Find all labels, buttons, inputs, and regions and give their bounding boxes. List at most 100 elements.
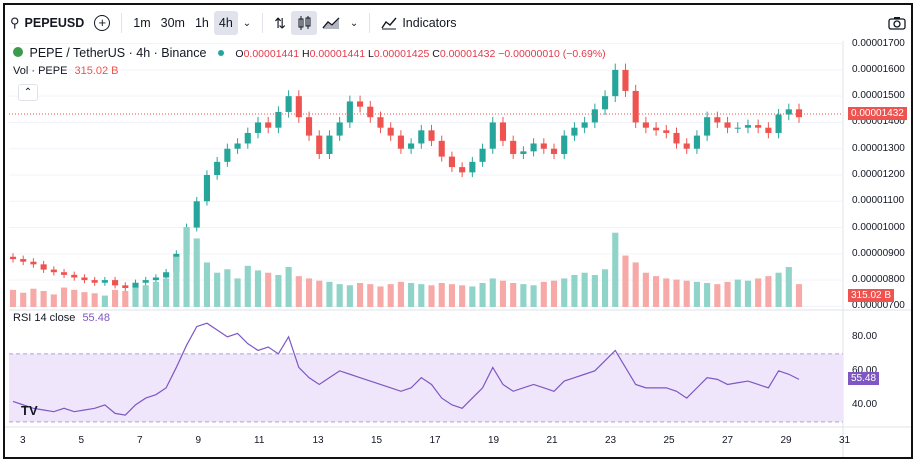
candle-body	[622, 69, 629, 91]
volume-bar	[357, 283, 364, 307]
volume-bar	[101, 295, 108, 307]
candle-body	[673, 132, 680, 144]
symbol-search[interactable]: ⚲ PEPEUSD	[5, 11, 89, 35]
volume-bar	[632, 262, 639, 307]
main-legend: PEPE / TetherUS · 4h · Binance O0.000014…	[13, 46, 606, 60]
volume-bar	[428, 285, 435, 307]
volume-bar	[142, 285, 149, 307]
volume-bar	[561, 278, 568, 307]
volume-bar	[459, 285, 466, 307]
volume-bar	[785, 267, 792, 307]
volume-bar	[326, 281, 333, 307]
candle-body	[203, 175, 211, 202]
candle-body	[244, 132, 251, 144]
price-tick-label: 0.00001300	[852, 142, 905, 154]
volume-bar	[418, 284, 425, 307]
candle-body	[20, 259, 27, 262]
indicators-button[interactable]: Indicators	[376, 11, 461, 35]
volume-bar	[653, 276, 660, 307]
candle-body	[101, 280, 108, 283]
candle-body	[428, 130, 435, 141]
volume-bar	[387, 284, 394, 307]
collapse-legend-button[interactable]: ⌃	[18, 84, 38, 101]
candle-body	[653, 127, 660, 131]
tradingview-logo-icon: TV	[21, 403, 38, 418]
candle-body	[367, 106, 374, 118]
toolbar-divider	[369, 13, 371, 33]
volume-bar	[479, 283, 486, 307]
volume-bar	[183, 227, 190, 307]
candle-body	[408, 143, 415, 149]
symbol-title: PEPE / TetherUS · 4h · Binance	[29, 46, 207, 60]
candle-body	[326, 135, 333, 154]
price-tick-label: 0.00000900	[852, 247, 905, 259]
compare-button[interactable]: +	[89, 11, 115, 35]
volume-bar	[336, 284, 343, 307]
candle-body	[81, 277, 88, 281]
volume-bar	[683, 280, 690, 307]
candle-body	[489, 122, 496, 149]
price-tick-label: 0.00001700	[852, 37, 905, 49]
volume-bar	[571, 275, 578, 307]
volume-bar	[20, 292, 27, 307]
interval-dropdown[interactable]: ⌄	[238, 11, 256, 35]
volume-bar	[397, 281, 404, 307]
volume-bar	[734, 279, 741, 307]
chart-area[interactable]	[5, 41, 911, 457]
candle-body	[214, 161, 221, 175]
candle-body	[224, 148, 231, 162]
volume-bar	[489, 278, 496, 307]
indicators-icon	[381, 17, 397, 30]
interval-1h[interactable]: 1h	[194, 16, 209, 30]
time-tick-label: 5	[78, 435, 85, 446]
volume-bar	[622, 255, 629, 307]
candle-body	[377, 117, 384, 128]
chart-type-dropdown[interactable]: ⌄	[345, 11, 363, 35]
candles-style-button[interactable]	[290, 11, 317, 35]
candle-body	[30, 261, 37, 265]
candle-body	[418, 130, 425, 144]
volume-bar	[438, 283, 445, 307]
candle-body	[571, 127, 578, 136]
market-open-icon	[217, 50, 224, 56]
price-tick-label: 0.00000800	[852, 274, 905, 286]
volume-bar	[520, 284, 527, 307]
candle-body	[448, 156, 455, 168]
time-tick-label: 9	[195, 435, 202, 446]
candle-body	[152, 277, 159, 281]
volume-bar	[510, 283, 517, 307]
candle-body	[581, 122, 588, 128]
volume-bar	[448, 284, 455, 307]
time-tick-label: 21	[546, 435, 558, 446]
interval-4h[interactable]: 4h	[213, 11, 238, 35]
interval-30m[interactable]: 30m	[160, 16, 185, 30]
bar-replay-button[interactable]: ⇅	[269, 11, 291, 35]
volume-bar	[254, 270, 262, 307]
candle-body	[550, 148, 558, 154]
candle-body	[163, 272, 170, 278]
volume-value-tag: 315.02 B	[848, 289, 895, 302]
rsi-legend: RSI 14 close 55.48	[13, 312, 110, 324]
candle-body	[285, 96, 292, 112]
volume-bar	[152, 281, 159, 307]
snapshot-button[interactable]	[883, 11, 911, 35]
candle-body	[265, 122, 272, 128]
candle-body	[122, 285, 129, 288]
candle-body	[234, 143, 241, 149]
candle-body	[765, 127, 772, 133]
volume-bar	[295, 276, 302, 307]
volume-bar	[112, 289, 119, 307]
volume-bar	[601, 269, 609, 307]
volume-bar	[755, 278, 762, 307]
volume-bar	[50, 294, 57, 307]
candle-body	[499, 122, 507, 141]
toolbar-divider	[262, 13, 264, 33]
time-tick-label: 25	[663, 435, 675, 446]
interval-1m[interactable]: 1m	[133, 16, 151, 30]
area-style-button[interactable]	[317, 11, 345, 35]
volume-bar	[91, 293, 98, 307]
time-tick-label: 7	[137, 435, 143, 446]
candle-body	[755, 125, 762, 128]
chart-window: ⚲ PEPEUSD + 1m 30m 1h 4h ⌄ ⇅ ⌄ Indicator…	[3, 3, 913, 459]
candle-body	[357, 101, 364, 107]
